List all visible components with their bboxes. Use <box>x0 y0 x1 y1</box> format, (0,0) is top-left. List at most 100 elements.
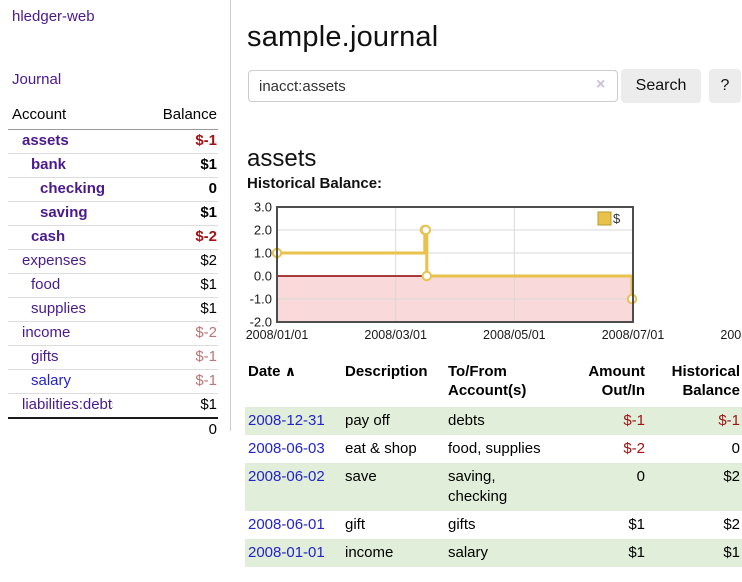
search-button[interactable]: Search <box>621 69 701 103</box>
page-title: sample.journal <box>247 21 439 54</box>
accounts-total-spacer <box>8 417 113 442</box>
account-row: supplies $1 <box>8 297 218 322</box>
transaction-date-link[interactable]: 2008-01-01 <box>248 544 325 561</box>
transaction-date-link[interactable]: 2008-06-02 <box>248 468 325 485</box>
x-axis-tick-label: 2008/07/01 <box>602 328 665 342</box>
help-button[interactable]: ? <box>709 69 741 103</box>
legend-label: $ <box>613 211 621 226</box>
y-axis-tick-label: 1.0 <box>254 246 272 261</box>
transaction-amount: 0 <box>636 468 645 485</box>
data-point-marker <box>420 224 432 236</box>
table-row: 2008-06-03 eat & shop food, supplies $-2 0 <box>245 435 742 463</box>
account-balance: $-2 <box>113 225 218 250</box>
account-balance: $2 <box>113 249 218 274</box>
account-row: checking 0 <box>8 177 218 202</box>
y-axis-tick-label: 2.0 <box>254 223 272 238</box>
transaction-date-link[interactable]: 2008-06-01 <box>248 516 325 533</box>
transaction-description: eat & shop <box>345 440 417 457</box>
plot-border <box>276 206 634 323</box>
transaction-amount: $-2 <box>623 440 645 457</box>
account-link[interactable]: supplies <box>8 297 113 322</box>
account-balance: $-1 <box>113 345 218 370</box>
account-row: gifts $-1 <box>8 345 218 370</box>
account-link[interactable]: gifts <box>8 345 113 370</box>
transaction-description: save <box>345 468 377 485</box>
register-col-amount: Amount Out/In <box>588 363 645 399</box>
sort-ascending-icon: ∧ <box>284 363 297 379</box>
transaction-accounts: saving, checking <box>448 468 508 505</box>
register-table: Date ∧ Description To/From Account(s) Am… <box>245 361 742 567</box>
x-axis-tick-label: 2008/01/01 <box>246 328 309 342</box>
transaction-date-link[interactable]: 2008-12-31 <box>248 412 325 429</box>
account-row: saving $1 <box>8 201 218 226</box>
transaction-balance: $1 <box>723 544 740 561</box>
app-brand-link[interactable]: hledger-web <box>12 8 95 25</box>
account-link[interactable]: saving <box>8 201 113 226</box>
account-row: assets $-1 <box>8 130 218 154</box>
account-row: liabilities:debts $1 <box>8 393 218 418</box>
transaction-date-link[interactable]: 2008-06-03 <box>248 440 325 457</box>
accounts-total-row: 0 <box>8 417 218 442</box>
register-col-description: Description <box>345 363 428 380</box>
account-balance: $-2 <box>113 321 218 346</box>
x-axis-tick-label: 2008/09/01 <box>720 328 742 342</box>
transaction-amount: $-1 <box>623 412 645 429</box>
register-header-row: Date ∧ Description To/From Account(s) Am… <box>245 361 742 407</box>
account-balance: $-1 <box>195 132 217 149</box>
account-row: bank $1 <box>8 153 218 178</box>
legend-swatch <box>597 211 612 226</box>
transaction-accounts: gifts <box>448 516 476 533</box>
transaction-accounts: food, supplies <box>448 440 541 457</box>
accounts-total-value: 0 <box>113 417 218 442</box>
account-balance: $1 <box>113 153 218 178</box>
table-row: 2008-12-31 pay off debts $-1 $-1 <box>245 407 742 435</box>
transaction-amount: $1 <box>628 516 645 533</box>
account-link[interactable]: checking <box>8 177 113 202</box>
accounts-table: Account Balance assets $-1 bank $1 checking 0… <box>8 103 218 442</box>
account-link[interactable]: food <box>8 273 113 298</box>
register-body: 2008-12-31 pay off debts $-1 $-1 2008-06-03 ea… <box>245 407 742 567</box>
account-balance: $-1 <box>113 369 218 394</box>
y-axis-tick-label: -2.0 <box>250 315 272 330</box>
clear-search-icon[interactable]: × <box>596 76 606 93</box>
account-link[interactable]: liabilities:debts <box>8 393 113 418</box>
account-link[interactable]: bank <box>8 153 113 178</box>
account-link[interactable]: expenses <box>8 249 113 274</box>
transaction-amount: $1 <box>628 544 645 561</box>
transaction-accounts: salary <box>448 544 489 561</box>
sidebar-item-journal[interactable]: Journal <box>12 71 62 88</box>
account-link[interactable]: cash <box>8 225 113 250</box>
y-axis-tick-label: -1.0 <box>250 292 272 307</box>
accounts-header-row: Account Balance <box>8 103 218 130</box>
account-heading: assets <box>247 144 317 172</box>
transaction-balance: $-1 <box>718 412 740 429</box>
transaction-accounts: debts <box>448 412 485 429</box>
transaction-description: pay off <box>345 412 390 429</box>
register-col-balance: Historical Balance <box>671 363 740 399</box>
transaction-description: gift <box>345 516 366 533</box>
account-balance: $1 <box>113 393 218 418</box>
account-balance: 0 <box>113 177 218 202</box>
account-balance: $1 <box>113 297 218 322</box>
account-link[interactable]: assets <box>22 132 69 149</box>
transaction-description: income <box>345 544 394 561</box>
y-axis-tick-label: 3.0 <box>254 200 272 215</box>
account-row: expenses $2 <box>8 249 218 274</box>
account-row: salary $-1 <box>8 369 218 394</box>
account-link[interactable]: salary <box>8 369 113 394</box>
account-link[interactable]: income <box>8 321 113 346</box>
x-axis-tick-label: 2008/05/01 <box>483 328 546 342</box>
transaction-balance: 0 <box>731 440 740 457</box>
table-row: 2008-06-02 save saving, checking 0 $2 <box>245 463 742 511</box>
accounts-col-account: Account <box>8 103 113 130</box>
account-row: income $-2 <box>8 321 218 346</box>
transaction-balance: $2 <box>723 516 740 533</box>
search-input[interactable] <box>248 70 618 102</box>
account-row: cash $-2 <box>8 225 218 250</box>
accounts-col-balance: Balance <box>113 103 218 130</box>
chart-title-label: Historical Balance: <box>247 175 383 192</box>
register-col-date[interactable]: Date ∧ <box>248 363 297 380</box>
data-point-marker <box>421 270 432 282</box>
register-col-tofrom: To/From Account(s) <box>448 363 527 399</box>
